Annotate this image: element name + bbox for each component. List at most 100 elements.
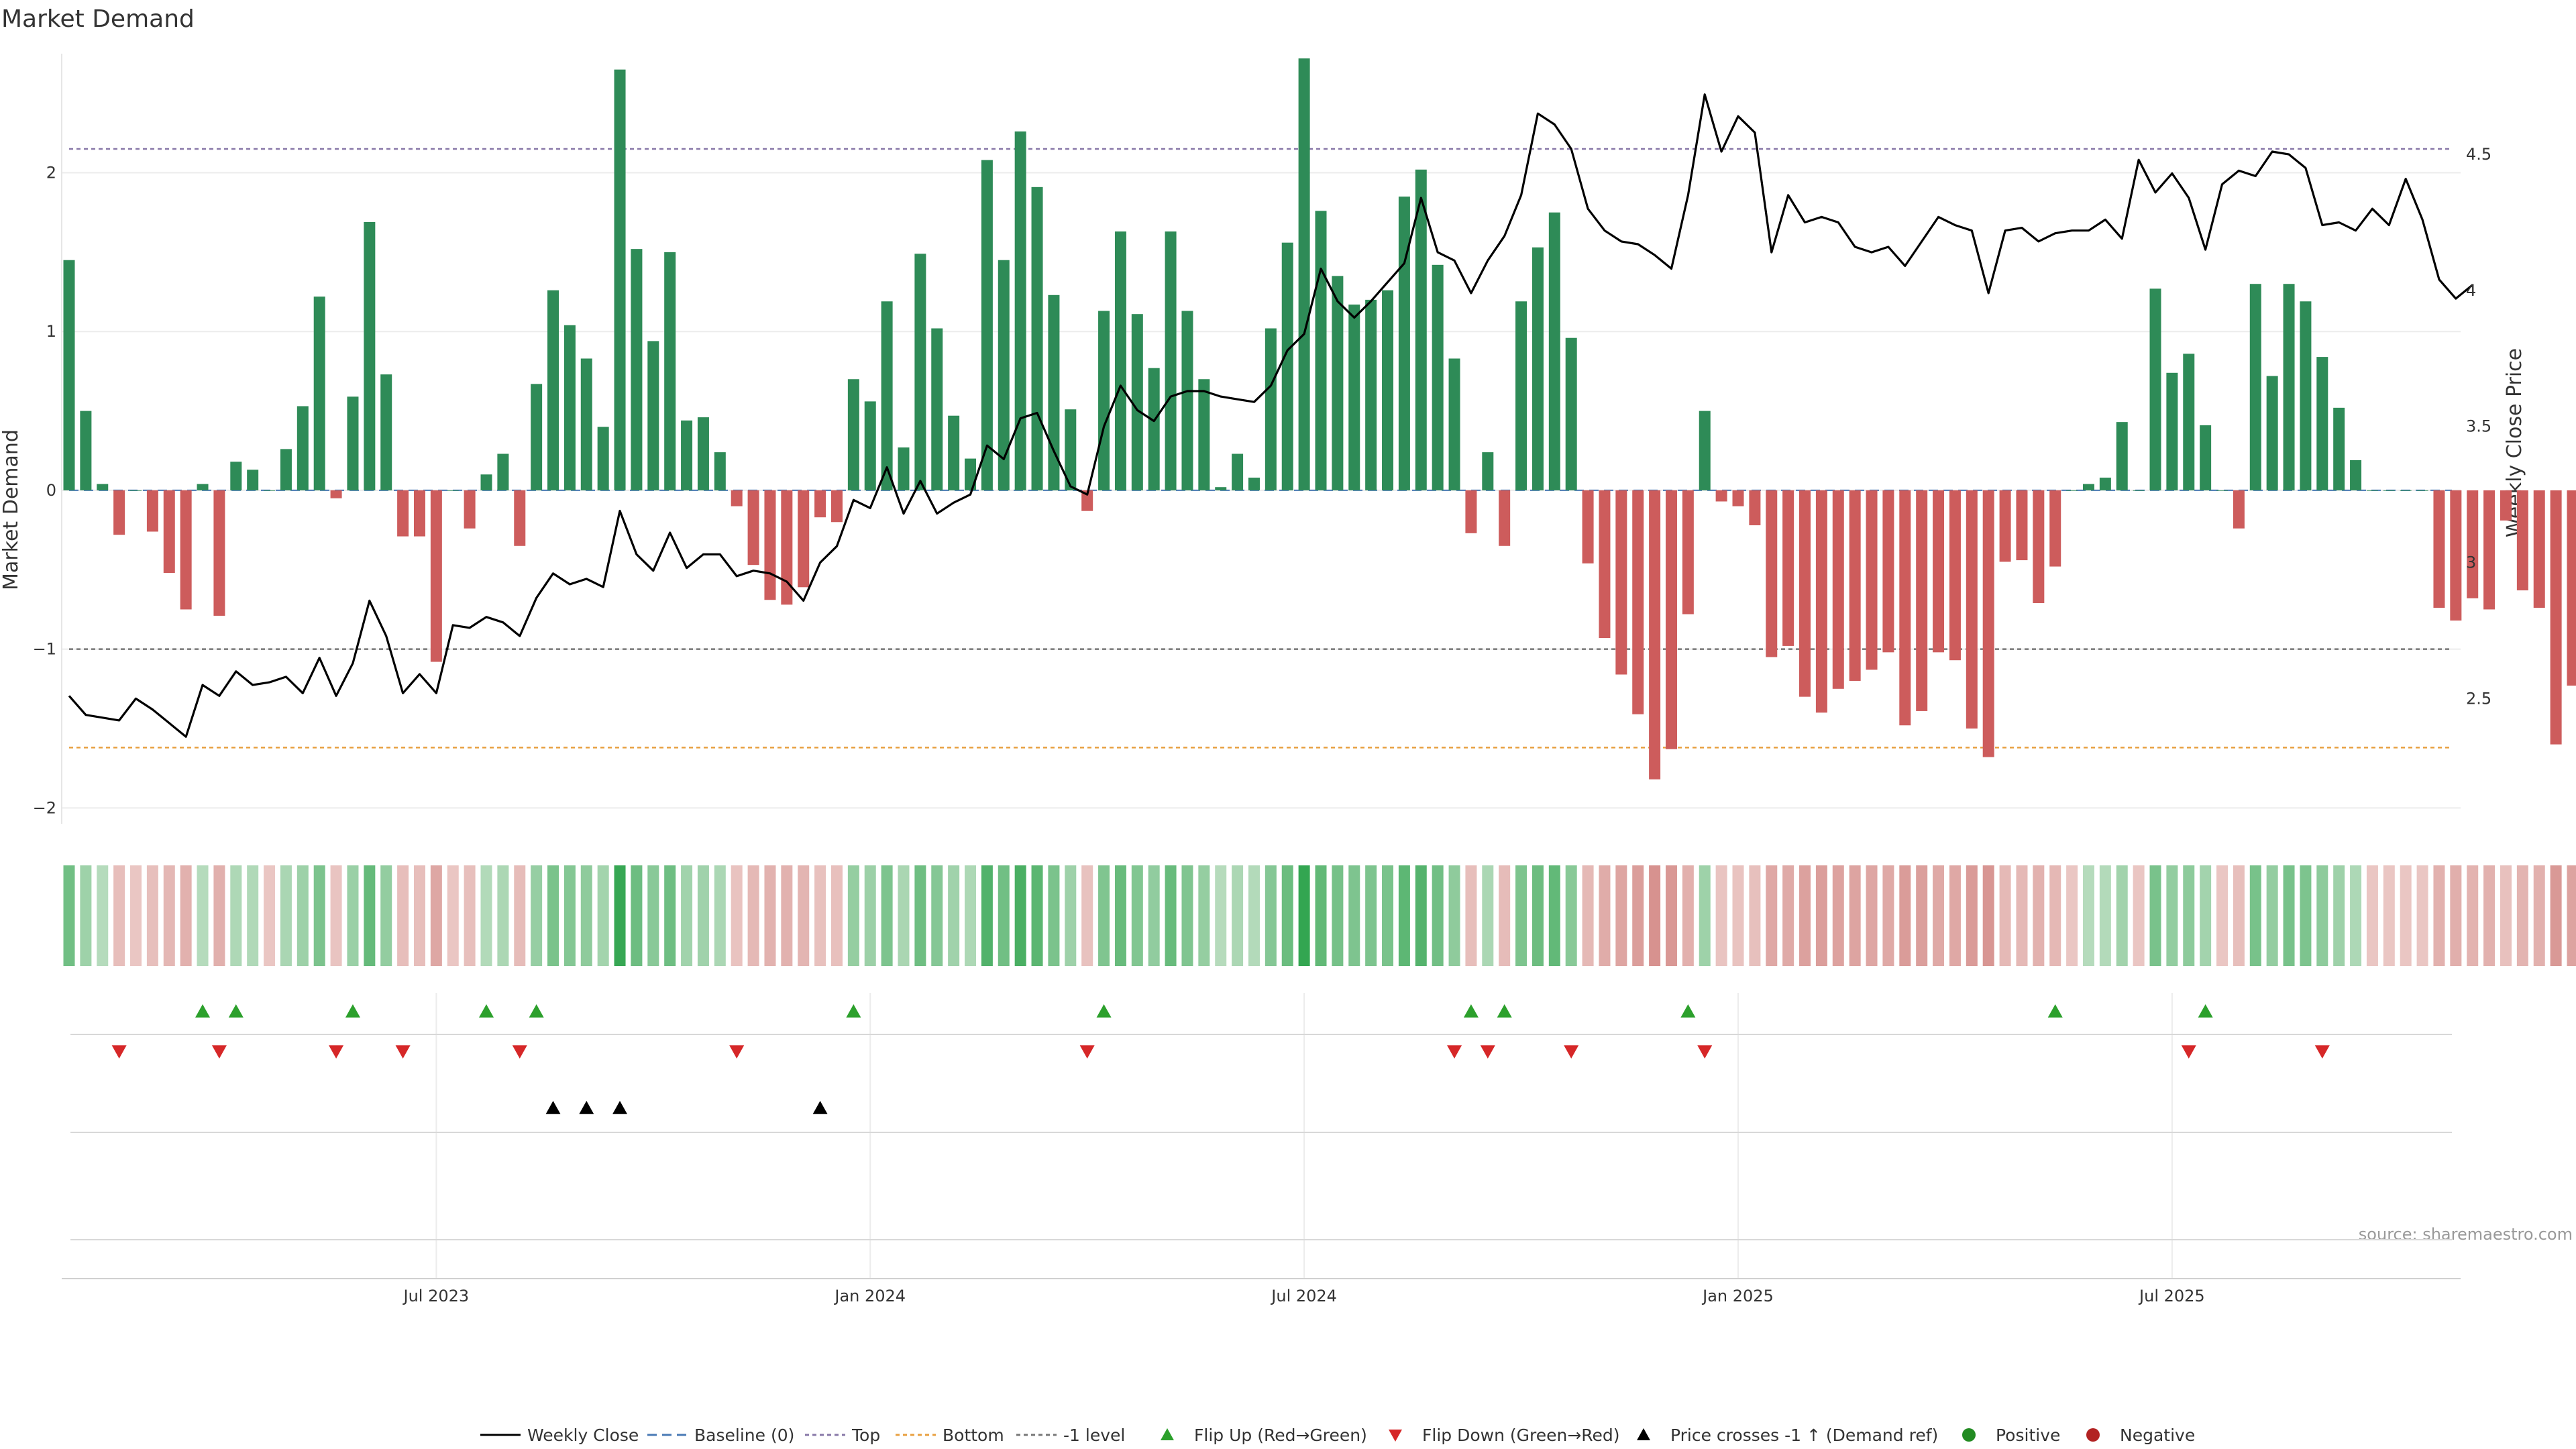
demand-bar xyxy=(1114,231,1126,490)
heat-tile xyxy=(2033,865,2045,966)
flip-up-marker xyxy=(1497,1004,1512,1018)
legend-price-cross: Price crosses -1 ↑ (Demand ref) xyxy=(1637,1426,1938,1445)
y2-tick-label: 3.5 xyxy=(2466,417,2491,436)
demand-bar xyxy=(1732,490,1744,506)
heat-tile xyxy=(1165,865,1177,966)
heat-tile xyxy=(714,865,726,966)
legend-label: Top xyxy=(851,1426,880,1445)
demand-bar xyxy=(1766,490,1778,657)
heat-tile xyxy=(1448,865,1460,966)
heat-tile xyxy=(2483,865,2496,966)
heat-tile xyxy=(1248,865,1260,966)
heat-tile xyxy=(965,865,977,966)
demand-bar xyxy=(664,252,676,490)
demand-bar xyxy=(347,396,359,490)
heat-tile xyxy=(1148,865,1160,966)
demand-bar xyxy=(1448,358,1460,490)
price-cross-marker xyxy=(579,1101,594,1114)
heat-tile xyxy=(2450,865,2462,966)
demand-bar xyxy=(330,490,342,498)
heat-tile xyxy=(731,865,743,966)
legend-label: Baseline (0) xyxy=(694,1426,794,1445)
heat-tile xyxy=(1298,865,1310,966)
demand-bar xyxy=(2066,490,2078,491)
heat-tile xyxy=(1081,865,1093,966)
demand-bar xyxy=(631,249,643,490)
x-tick-label: Jul 2023 xyxy=(402,1287,470,1305)
heat-tile xyxy=(1532,865,1544,966)
heat-tile xyxy=(948,865,960,966)
demand-bar xyxy=(97,484,109,490)
heat-tile xyxy=(914,865,926,966)
heat-tile xyxy=(1632,865,1644,966)
demand-bar xyxy=(2116,422,2128,490)
legend-negative: Negative xyxy=(2086,1426,2195,1445)
heat-tile xyxy=(2266,865,2278,966)
heat-tile xyxy=(347,865,359,966)
demand-bar xyxy=(2049,490,2061,567)
heat-tile xyxy=(564,865,576,966)
demand-bar xyxy=(1348,304,1360,490)
heat-tile xyxy=(2350,865,2362,966)
heat-tile xyxy=(1098,865,1110,966)
axes: 2 1 0 −1 −2 4.5 4 3.5 3 2.5 Jul 2023 Jan 2024 Jul 20… xyxy=(33,54,2491,1305)
heat-tile xyxy=(313,865,325,966)
heat-tile xyxy=(681,865,693,966)
demand-bar xyxy=(1665,490,1677,749)
demand-bar xyxy=(2183,354,2195,490)
demand-bar xyxy=(2082,484,2094,490)
demand-bar xyxy=(2216,490,2229,491)
demand-bar xyxy=(614,69,626,490)
demand-bar xyxy=(130,490,142,491)
demand-bar xyxy=(247,470,259,490)
heat-tile xyxy=(230,865,242,966)
demand-bar xyxy=(2316,357,2328,490)
legend-swatch xyxy=(1389,1430,1402,1442)
demand-bar xyxy=(1532,247,1544,490)
legend-label: Flip Down (Green→Red) xyxy=(1422,1426,1620,1445)
demand-bar xyxy=(1465,490,1477,533)
heat-tile xyxy=(1198,865,1210,966)
demand-bar xyxy=(1499,490,1511,546)
demand-bar xyxy=(1415,169,1427,490)
heat-tile xyxy=(2099,865,2111,966)
demand-bar xyxy=(2400,490,2412,491)
demand-bar xyxy=(2233,490,2245,529)
legend-minus-one: -1 level xyxy=(1016,1426,1125,1445)
heat-tile xyxy=(2116,865,2128,966)
heat-tile xyxy=(97,865,109,966)
heat-tile xyxy=(547,865,559,966)
heat-tile xyxy=(413,865,425,966)
heat-tile xyxy=(1982,865,1994,966)
heat-tile xyxy=(113,865,125,966)
flip-down-marker xyxy=(1447,1045,1462,1059)
heat-tile xyxy=(597,865,609,966)
demand-bars xyxy=(63,58,2576,780)
heat-tile xyxy=(1665,865,1677,966)
flip-down-marker xyxy=(1079,1045,1095,1059)
demand-bar xyxy=(213,490,225,616)
heat-tile xyxy=(1065,865,1077,966)
demand-bar xyxy=(1999,490,2011,562)
demand-bar xyxy=(364,221,376,490)
heat-tile xyxy=(1715,865,1727,966)
flip-up-marker xyxy=(1463,1004,1479,1018)
y2-tick-label: 2.5 xyxy=(2466,689,2491,708)
demand-bar xyxy=(2467,490,2479,598)
heat-tile xyxy=(1048,865,1060,966)
demand-bar xyxy=(814,490,826,518)
demand-heat-strip xyxy=(63,865,2576,966)
heat-tile xyxy=(447,865,459,966)
demand-bar xyxy=(1181,311,1193,490)
demand-bar xyxy=(2033,490,2045,603)
heat-tile xyxy=(1766,865,1778,966)
legend-swatch xyxy=(1962,1428,1976,1442)
demand-bar xyxy=(1365,299,1377,490)
heat-tile xyxy=(2366,865,2378,966)
heat-tile xyxy=(264,865,276,966)
heat-tile xyxy=(814,865,826,966)
legend-swatch xyxy=(1637,1428,1650,1440)
heat-tile xyxy=(697,865,709,966)
heat-tile xyxy=(2066,865,2078,966)
demand-bar xyxy=(497,453,509,490)
